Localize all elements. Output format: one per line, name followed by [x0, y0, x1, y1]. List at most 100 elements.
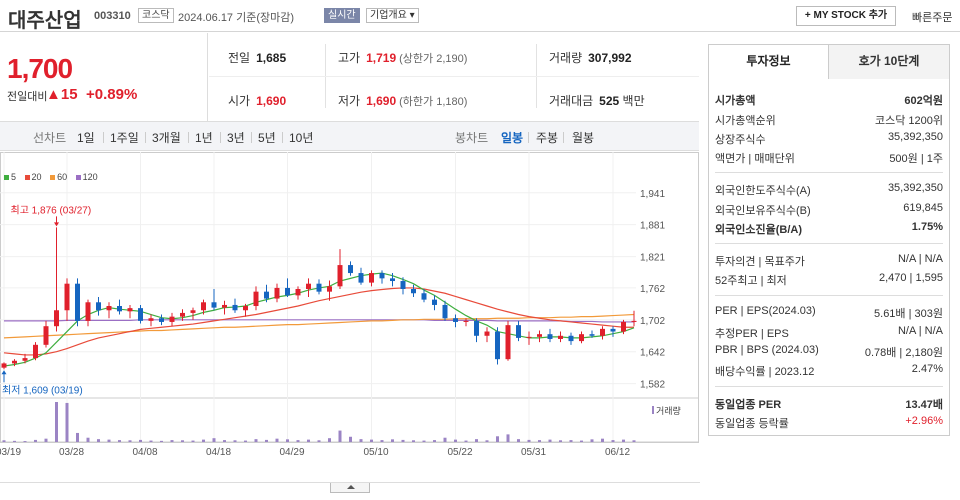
candle-body — [159, 318, 164, 322]
x-tick-label: 05/10 — [364, 447, 389, 458]
invest-row: 시가총액 602억원 — [715, 90, 943, 108]
volume-bar — [611, 440, 615, 442]
candle-body — [22, 358, 28, 361]
invest-row-key: 시가총액순위 — [715, 115, 776, 127]
volume-bar — [632, 440, 636, 442]
sep — [145, 132, 146, 143]
volume-bar — [454, 439, 457, 442]
volume-bar — [527, 439, 531, 442]
invest-row-key: PER | EPS(2024.03) — [715, 305, 816, 317]
sep — [220, 132, 221, 143]
candle-body — [306, 283, 311, 289]
period-5y[interactable]: 5년 — [258, 131, 276, 145]
price-box: 1,700 전일대비 ▲15 +0.89% — [0, 33, 208, 121]
candle-body — [96, 302, 101, 311]
y-tick-label: 1,582 — [640, 380, 665, 391]
candle-body — [327, 286, 332, 292]
period-1w[interactable]: 1주일 — [110, 131, 139, 145]
candle-body — [75, 283, 80, 321]
invest-row-value: 619,845 — [903, 202, 943, 214]
candle-body — [211, 302, 217, 308]
invest-row: 동일업종 PER 13.47배 — [715, 394, 943, 412]
invest-row-value: 1.75% — [911, 221, 943, 233]
candle-chart[interactable]: 1,941 1,881 1,821 1,762 1,702 1,642 1,582 03/19… — [0, 152, 699, 462]
candle-chart-svg: 1,941 1,881 1,821 1,762 1,702 1,642 1,582 03/19… — [0, 152, 699, 458]
period-1y[interactable]: 1년 — [195, 131, 213, 145]
candle-body — [474, 320, 479, 336]
ma60-line — [3, 313, 635, 339]
candle-body — [432, 299, 437, 305]
period-3m[interactable]: 3개월 — [152, 131, 181, 145]
candle-body — [369, 273, 374, 283]
invest-row-key: PBR | BPS (2024.03) — [715, 344, 819, 356]
candle-monthly[interactable]: 월봉 — [572, 131, 595, 145]
row-separator — [715, 295, 943, 296]
candle-weekly[interactable]: 주봉 — [536, 131, 559, 145]
day-low-value: 1,690 — [366, 94, 397, 108]
candle-body — [390, 278, 395, 282]
legend-ma120: 120 — [75, 172, 98, 182]
invest-row-key: 외국인한도주식수(A) — [715, 185, 811, 197]
candle-body — [537, 334, 542, 337]
candle-body — [600, 328, 605, 336]
volume-bar — [55, 402, 58, 442]
invest-row: 외국인보유주식수(B) 619,845 — [715, 200, 943, 218]
price-change: ▲15 — [46, 86, 78, 103]
invest-row: 상장주식수 35,392,350 — [715, 129, 943, 147]
period-10y[interactable]: 10년 — [289, 131, 314, 145]
invest-row: PER | EPS(2024.03) 5.61배 | 303원 — [715, 303, 943, 321]
candle-body — [12, 360, 17, 364]
volume-bar — [496, 436, 499, 442]
candle-body — [442, 304, 448, 319]
x-tick-label: 06/12 — [605, 447, 630, 458]
volume-bar — [359, 439, 363, 442]
x-tick-label: 04/18 — [206, 447, 231, 458]
volume-bar — [307, 439, 310, 442]
invest-row-value: 2,470 | 1,595 — [878, 272, 943, 284]
invest-row-key: 액면가 | 매매단위 — [715, 153, 795, 165]
realtime-badge[interactable]: 실시간 — [324, 8, 360, 23]
candle-body — [316, 283, 322, 292]
candle-body — [495, 331, 500, 360]
volume-bar — [86, 437, 90, 442]
candle-body — [180, 312, 185, 317]
invest-row-key: 외국인소진율(B/A) — [715, 224, 802, 236]
invest-row-key: 상장주식수 — [715, 134, 766, 146]
low-note: 최저 1,609 (03/19) — [2, 384, 83, 396]
collapse-chart-button[interactable] — [330, 483, 370, 493]
candle-body — [138, 308, 143, 321]
candle-body — [253, 291, 259, 307]
candle-body — [295, 289, 301, 296]
x-tick-label: 04/29 — [280, 447, 305, 458]
candle-body — [411, 289, 416, 294]
quick-order-link[interactable]: 빠른주문 — [912, 12, 953, 24]
day-high: 고가 1,719 (상한가 2,190) — [338, 51, 468, 65]
sep — [282, 132, 283, 143]
invest-row-value: N/A | N/A — [897, 253, 943, 265]
candle-body — [169, 316, 175, 322]
sep — [528, 132, 529, 143]
volume-bar — [181, 440, 184, 442]
compare-label: 전일대비 — [7, 91, 48, 103]
volume-bar — [254, 439, 258, 442]
period-1d[interactable]: 1일 — [77, 131, 95, 145]
candle-body — [579, 334, 584, 342]
tab-orderbook-10[interactable]: 호가 10단계 — [829, 45, 949, 79]
corp-info-dropdown[interactable]: 기업개요 ▾ — [366, 8, 419, 23]
period-3y[interactable]: 3년 — [227, 131, 245, 145]
current-price: 1,700 — [7, 53, 73, 84]
tab-invest-info[interactable]: 투자정보 — [709, 45, 829, 79]
volume-bar — [601, 438, 604, 442]
candle-body — [348, 265, 353, 274]
candle-daily[interactable]: 일봉 — [501, 131, 524, 145]
volume-bar — [506, 434, 510, 442]
volume-legend-mark — [652, 406, 654, 414]
volume-bar — [443, 437, 447, 442]
candle-chart-label: 봉차트 — [455, 131, 489, 145]
candle-body — [264, 291, 269, 299]
invest-row-value: +2.96% — [905, 415, 943, 427]
high-note: 최고 1,876 (03/27) — [11, 204, 92, 216]
add-mystock-button[interactable]: + MY STOCK 추가 — [796, 6, 896, 26]
invest-row: 추정PER | EPS N/A | N/A — [715, 323, 943, 341]
invest-row-key: 외국인보유주식수(B) — [715, 205, 811, 217]
